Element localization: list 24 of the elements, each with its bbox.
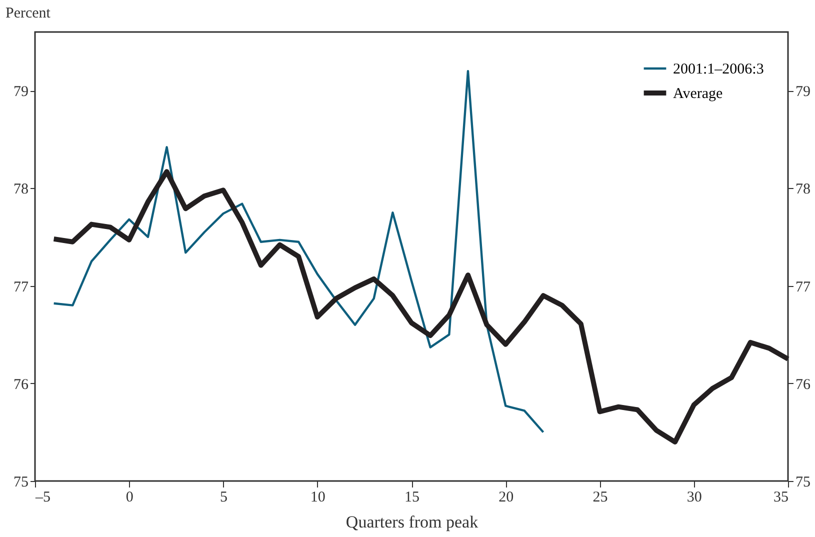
y-tick-label: 77 [14, 279, 29, 296]
x-axis-title: Quarters from peak [346, 512, 479, 532]
x-tick-label: 0 [126, 490, 134, 506]
x-tick-label: –5 [34, 490, 50, 506]
y-tick-label: 78 [14, 182, 28, 198]
x-tick-label: 35 [774, 490, 788, 506]
y2-tick-label: 78 [796, 182, 810, 198]
legend-label: 2001:1–2006:3 [673, 62, 764, 78]
legend-label: Average [673, 86, 724, 102]
y2-tick-label: 75 [796, 474, 810, 490]
y2-tick-label: 76 [796, 376, 811, 393]
y-tick-label: 76 [14, 376, 29, 393]
x-tick-label: 20 [498, 490, 514, 506]
line-series [52, 70, 544, 434]
x-tick-label: 15 [404, 490, 420, 506]
y2-tick-label: 77 [796, 279, 811, 296]
y2-tick-label: 79 [796, 84, 810, 100]
y-axis-title: Percent [6, 6, 52, 22]
y-tick-label: 79 [14, 84, 28, 100]
x-tick-label: 5 [220, 490, 228, 506]
y-tick-label: 75 [14, 474, 28, 490]
x-tick-label: 30 [686, 490, 702, 506]
x-tick-label: 10 [310, 490, 326, 506]
x-tick-label: 25 [592, 490, 608, 506]
